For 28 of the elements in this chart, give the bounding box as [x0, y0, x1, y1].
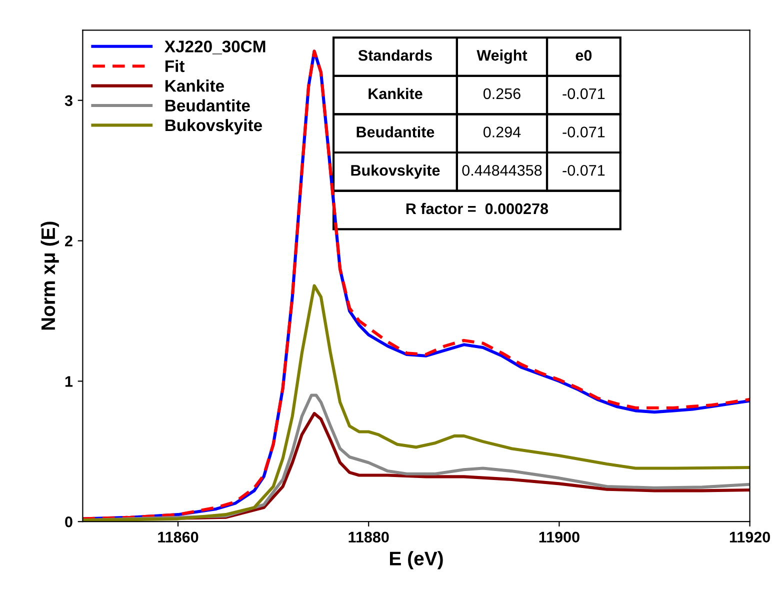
annotation: -0.071 — [562, 164, 605, 176]
annotation: 0.256 — [483, 88, 520, 100]
y-axis-title: Norm xμ (E) — [40, 222, 59, 330]
annotation: Kankite — [368, 88, 422, 100]
y-tick-label: 0 — [65, 516, 72, 528]
x-tick-label: 11900 — [539, 532, 580, 543]
x-tick-label: 11860 — [158, 532, 198, 543]
annotation: Standards — [358, 50, 432, 61]
annotation: Bukovskyite — [351, 164, 440, 179]
x-tick-label: 11880 — [348, 532, 389, 543]
y-tick-label: 1 — [65, 376, 73, 387]
annotation: R factor = 0.000278 — [406, 202, 548, 214]
y-tick-label: 2 — [65, 236, 72, 246]
annotation: e0 — [576, 50, 592, 61]
legend-label: Beudantite — [165, 99, 250, 112]
x-tick-label: 11920 — [730, 532, 770, 543]
annotation: -0.071 — [562, 126, 605, 138]
legend-label: Kankite — [165, 80, 224, 92]
x-axis-title: E (eV) — [390, 551, 443, 570]
annotation: 0.44844358 — [462, 164, 542, 176]
legend-label: Fit — [165, 60, 185, 72]
annotation: -0.071 — [562, 88, 605, 100]
annotation: 0.294 — [483, 126, 521, 138]
y-tick-label: 3 — [64, 95, 72, 106]
legend-label: Bukovskyite — [165, 118, 262, 134]
legend-label: XJ220_30CM — [164, 40, 266, 54]
annotation: Beudantite — [356, 126, 434, 138]
annotation: Weight — [476, 50, 528, 64]
